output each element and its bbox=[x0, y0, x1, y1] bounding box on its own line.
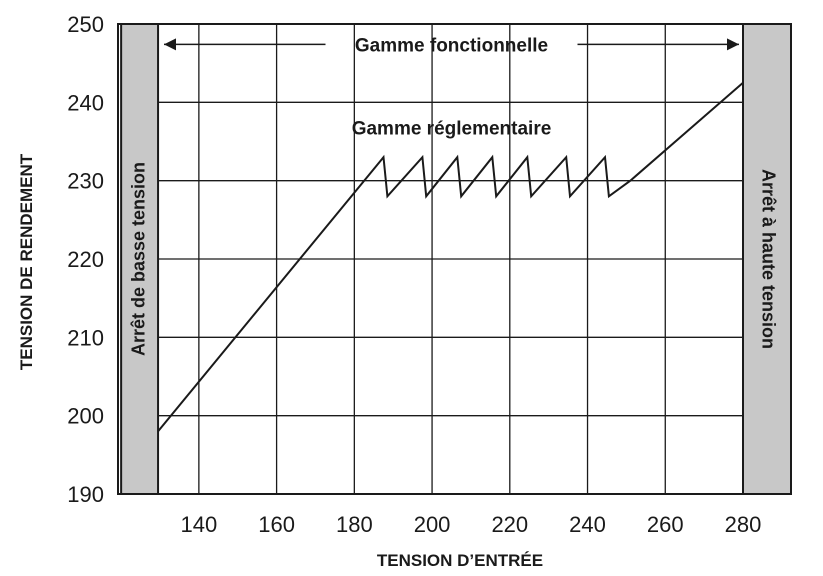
data-point bbox=[526, 156, 528, 158]
arrowhead-left-icon bbox=[164, 38, 176, 51]
data-point bbox=[495, 195, 497, 197]
data-point bbox=[565, 156, 567, 158]
data-point bbox=[530, 195, 532, 197]
data-point bbox=[608, 195, 610, 197]
grid bbox=[158, 24, 743, 494]
tick-labels: 140 160 180 200 220 240 260 280 190 200 210 220 230 2… bbox=[67, 12, 761, 537]
data-point bbox=[604, 156, 606, 158]
x-tick-label: 140 bbox=[181, 512, 218, 537]
arrowhead-right-icon bbox=[727, 38, 739, 51]
x-tick-label: 220 bbox=[491, 512, 528, 537]
y-tick-label: 210 bbox=[67, 325, 104, 350]
range-label-functional: Gamme fonctionnelle bbox=[355, 35, 548, 56]
data-point bbox=[742, 82, 744, 84]
data-point bbox=[569, 195, 571, 197]
zone-label-1: Arrêt de basse tension bbox=[128, 162, 148, 356]
data-point bbox=[491, 156, 493, 158]
y-tick-label: 220 bbox=[67, 247, 104, 272]
x-tick-label: 280 bbox=[725, 512, 762, 537]
data-point bbox=[421, 156, 423, 158]
y-tick-label: 250 bbox=[67, 12, 104, 37]
y-tick-label: 190 bbox=[67, 482, 104, 507]
range-label-regulatory: Gamme réglementaire bbox=[352, 118, 552, 139]
x-tick-label: 240 bbox=[569, 512, 606, 537]
data-point bbox=[460, 195, 462, 197]
y-tick-label: 200 bbox=[67, 404, 104, 429]
y-tick-label: 240 bbox=[67, 90, 104, 115]
y-axis-title: TENSION DE RENDEMENT bbox=[17, 153, 36, 370]
series-layer bbox=[157, 82, 744, 432]
data-point bbox=[425, 195, 427, 197]
x-tick-label: 200 bbox=[414, 512, 451, 537]
x-axis-title: TENSION D’ENTRÉE bbox=[377, 551, 543, 570]
data-point bbox=[386, 195, 388, 197]
plot-frame bbox=[117, 23, 792, 495]
annotations: Gamme fonctionnelle Gamme réglementaire bbox=[164, 35, 739, 139]
zone-label-2: Arrêt à haute tension bbox=[758, 169, 778, 349]
shaded-regions: Arrêt de basse tension Arrêt à haute tens… bbox=[120, 23, 792, 495]
data-point bbox=[157, 430, 159, 432]
shaded-region-1 bbox=[120, 23, 160, 495]
plot-border bbox=[117, 23, 792, 495]
data-point bbox=[456, 156, 458, 158]
y-tick-label: 230 bbox=[67, 169, 104, 194]
data-point bbox=[382, 156, 385, 158]
data-point bbox=[629, 180, 631, 182]
x-tick-label: 160 bbox=[258, 512, 295, 537]
x-tick-label: 180 bbox=[336, 512, 373, 537]
x-tick-label: 260 bbox=[647, 512, 684, 537]
